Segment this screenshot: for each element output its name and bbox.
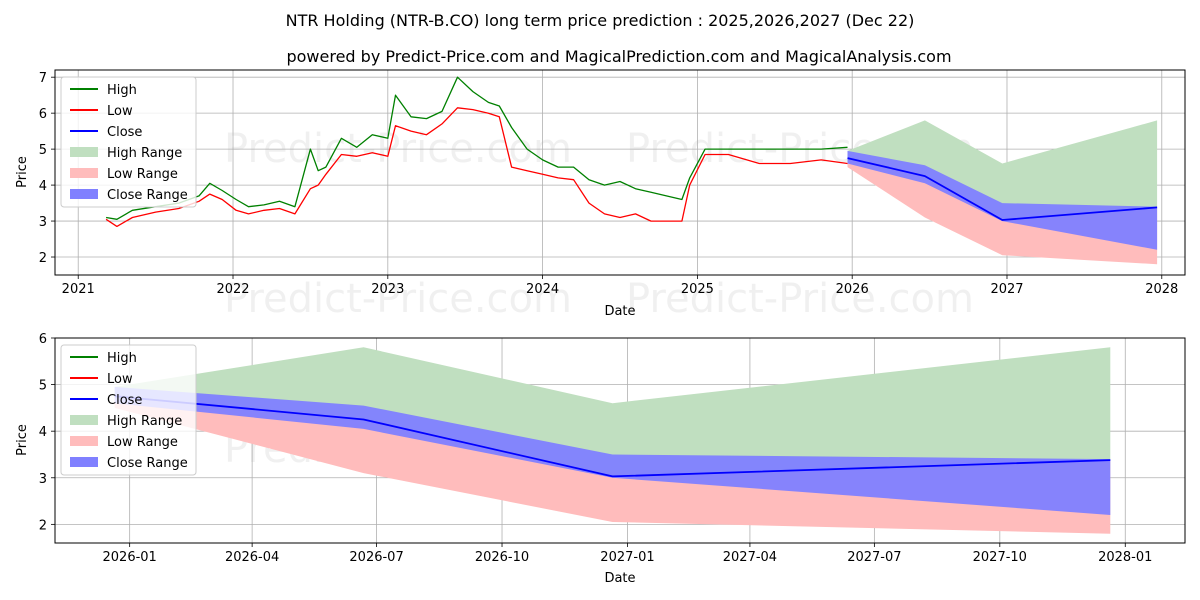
- y-tick-label: 6: [39, 332, 47, 347]
- low-series-line: [105, 107, 848, 228]
- y-tick-label: 4: [39, 179, 47, 194]
- y-tick-label: 3: [39, 215, 47, 230]
- low-range-band: [114, 396, 1111, 534]
- legend-label: Close: [107, 393, 142, 408]
- legend-label: Close Range: [107, 188, 188, 203]
- bottom-y-axis-label: Price: [15, 424, 30, 456]
- legend-label: Low Range: [107, 167, 178, 182]
- close-series-line: [847, 157, 1158, 221]
- top-y-axis-label: Price: [15, 156, 30, 188]
- high-series-line: [105, 76, 848, 220]
- y-tick-label: 3: [39, 472, 47, 487]
- bottom-x-axis-label: Date: [604, 571, 635, 586]
- y-tick-label: 2: [39, 518, 47, 533]
- legend-label: Low Range: [107, 435, 178, 450]
- x-tick-label: 2025: [681, 282, 714, 297]
- legend-label: Low: [107, 372, 133, 387]
- legend-label: High: [107, 351, 137, 366]
- top-x-axis-label: Date: [604, 304, 635, 319]
- legend-label: Low: [107, 104, 133, 119]
- top-chart-panel: Predict-Price.com Predict-Price.com Pred…: [15, 69, 1186, 322]
- bottom-plot-frame: [54, 337, 1186, 544]
- x-tick-label: 2026-07: [349, 550, 403, 565]
- x-tick-label: 2027-07: [847, 550, 901, 565]
- close-series-line: [114, 395, 1111, 478]
- top-plot-frame: [54, 69, 1186, 276]
- legend-patch-swatch: [70, 436, 98, 446]
- x-tick-label: 2024: [526, 282, 559, 297]
- x-tick-label: 2021: [62, 282, 95, 297]
- legend-patch-swatch: [70, 415, 98, 425]
- high-range-band: [847, 120, 1158, 220]
- legend-label: High Range: [107, 414, 182, 429]
- x-tick-label: 2027-01: [600, 550, 654, 565]
- legend-patch-swatch: [70, 168, 98, 178]
- x-tick-label: 2026: [836, 282, 869, 297]
- watermark-text: Predict-Price.com: [224, 276, 572, 322]
- y-tick-label: 2: [39, 251, 47, 266]
- legend-patch-swatch: [70, 457, 98, 467]
- y-tick-label: 7: [39, 71, 47, 86]
- x-tick-label: 2028-01: [1098, 550, 1152, 565]
- x-tick-label: 2026-10: [475, 550, 529, 565]
- legend-label: Close Range: [107, 456, 188, 471]
- y-tick-label: 5: [39, 379, 47, 394]
- legend-patch-swatch: [70, 147, 98, 157]
- x-tick-label: 2026-04: [225, 550, 279, 565]
- y-tick-label: 5: [39, 143, 47, 158]
- high-range-band: [114, 347, 1111, 477]
- x-tick-label: 2027-10: [973, 550, 1027, 565]
- x-tick-label: 2027: [990, 282, 1023, 297]
- chart-subtitle: powered by Predict-Price.com and Magical…: [286, 47, 951, 66]
- x-tick-label: 2027-04: [723, 550, 777, 565]
- legend-label: High: [107, 83, 137, 98]
- bottom-legend: High Low Close High Range Low Range Close Ran…: [60, 344, 197, 476]
- bottom-chart-panel: Predict-Price.com Predict-Price.com 2026…: [15, 332, 1186, 586]
- y-tick-label: 4: [39, 425, 47, 440]
- x-tick-label: 2028: [1145, 282, 1178, 297]
- x-tick-label: 2023: [371, 282, 404, 297]
- legend-label: High Range: [107, 146, 182, 161]
- x-tick-label: 2026-01: [103, 550, 157, 565]
- legend-label: Close: [107, 125, 142, 140]
- chart-title: NTR Holding (NTR-B.CO) long term price p…: [286, 11, 915, 30]
- watermark-text: Predict-Price.com: [626, 276, 974, 322]
- low-range-band: [847, 158, 1158, 265]
- legend-patch-swatch: [70, 189, 98, 199]
- y-tick-label: 6: [39, 107, 47, 122]
- x-tick-label: 2022: [216, 282, 249, 297]
- top-legend: High Low Close High Range Low Range Close Ran…: [60, 76, 197, 208]
